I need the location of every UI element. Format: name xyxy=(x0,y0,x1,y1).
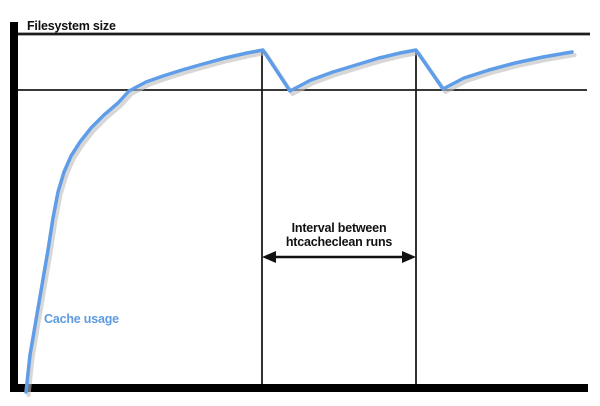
y-axis xyxy=(10,22,18,392)
interval-arrow-left-head xyxy=(262,251,276,263)
cache-usage-label: Cache usage xyxy=(44,312,119,326)
interval-annotation-line1: Interval between xyxy=(292,221,387,235)
interval-annotation-line2: htcacheclean runs xyxy=(286,235,393,249)
interval-annotation: Interval between htcacheclean runs xyxy=(262,221,416,263)
interval-arrow-right-head xyxy=(402,251,416,263)
cache-usage-curve xyxy=(24,48,574,394)
filesystem-size-label: Filesystem size xyxy=(27,19,116,33)
x-axis xyxy=(10,384,588,392)
